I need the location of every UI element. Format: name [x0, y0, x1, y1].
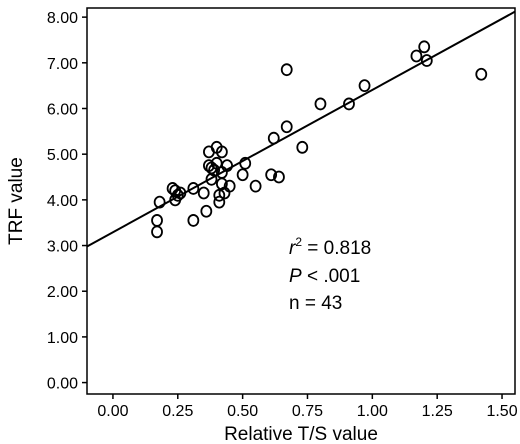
y-tick-label: 2.00: [47, 284, 78, 301]
data-point: [213, 188, 226, 202]
data-point: [213, 195, 226, 209]
data-point: [265, 168, 278, 182]
r-squared-annotation: r2 = 0.818: [289, 235, 371, 259]
data-point: [280, 120, 293, 134]
regression-line: [86, 10, 516, 248]
r-value: = 0.818: [302, 238, 371, 259]
data-point: [197, 186, 210, 200]
data-points: [151, 40, 488, 239]
data-point: [174, 186, 187, 200]
y-tick-label: 4.00: [47, 193, 78, 210]
y-tick-label: 3.00: [47, 239, 78, 256]
plot-frame: [86, 7, 516, 395]
n-annotation: n = 43: [289, 293, 342, 314]
data-point: [267, 131, 280, 145]
data-point: [187, 214, 200, 227]
y-axis-title: TRF value: [6, 157, 27, 245]
data-point: [239, 156, 252, 170]
y-axis: 0.00 1.00 2.00 3.00 4.00 5.00 6.00 7.00 8.00: [47, 10, 87, 393]
r-exponent: 2: [295, 235, 302, 249]
x-tick-label: 0.50: [227, 403, 258, 420]
y-tick-label: 0.00: [47, 376, 78, 393]
data-point: [200, 204, 213, 218]
r-symbol: r: [289, 238, 296, 259]
y-tick-label: 7.00: [47, 56, 78, 73]
x-tick-label: 0.75: [292, 403, 323, 420]
p-symbol: P: [289, 266, 302, 287]
x-axis: 0.00 0.25 0.50 0.75 1.00 1.25 1.50: [97, 394, 518, 420]
data-point: [358, 79, 371, 93]
y-tick-label: 1.00: [47, 330, 78, 347]
data-point: [296, 140, 309, 154]
x-axis-title: Relative T/S value: [224, 424, 378, 444]
p-value-annotation: P < .001: [289, 266, 360, 287]
data-point: [153, 195, 166, 209]
data-point: [249, 179, 262, 193]
data-point: [410, 49, 423, 63]
data-point: [208, 163, 221, 177]
x-tick-label: 0.00: [97, 403, 128, 420]
data-point: [420, 54, 433, 67]
x-tick-label: 1.00: [357, 403, 388, 420]
y-tick-label: 8.00: [47, 10, 78, 27]
data-point: [343, 97, 355, 111]
data-point: [236, 168, 249, 182]
data-point: [273, 170, 285, 184]
data-point: [151, 214, 163, 227]
data-point: [418, 40, 431, 54]
p-value: < .001: [302, 266, 361, 287]
data-point: [223, 179, 236, 193]
data-point: [151, 225, 163, 239]
data-point: [187, 182, 200, 195]
data-point: [314, 97, 327, 111]
x-tick-label: 0.25: [162, 403, 193, 420]
x-tick-label: 1.25: [422, 403, 453, 420]
y-tick-label: 5.00: [47, 147, 78, 164]
data-point: [475, 67, 488, 81]
data-point: [221, 159, 233, 172]
y-tick-label: 6.00: [47, 101, 78, 118]
x-tick-label: 1.50: [486, 403, 517, 420]
data-point: [280, 63, 293, 77]
data-point: [215, 145, 228, 159]
